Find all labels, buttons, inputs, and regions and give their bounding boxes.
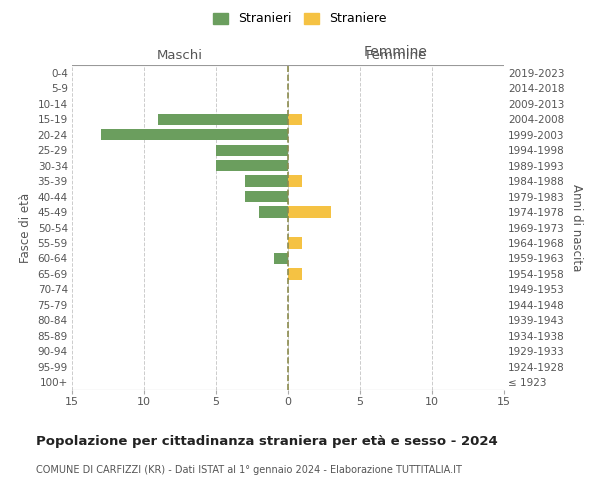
Bar (216, 144, 288, 156)
Bar (274, 253, 288, 264)
Text: Femmine: Femmine (365, 49, 427, 62)
Bar (245, 176, 288, 186)
Legend: Stranieri, Straniere: Stranieri, Straniere (209, 8, 391, 29)
Bar (288, 176, 302, 186)
Bar (288, 206, 331, 218)
Text: Popolazione per cittadinanza straniera per età e sesso - 2024: Popolazione per cittadinanza straniera p… (36, 435, 498, 448)
Text: Femmine: Femmine (364, 44, 428, 59)
Bar (158, 114, 288, 124)
Y-axis label: Anni di nascita: Anni di nascita (571, 184, 583, 271)
Bar (216, 160, 288, 171)
Bar (288, 114, 302, 124)
Bar (288, 268, 302, 280)
Bar (288, 238, 302, 248)
Y-axis label: Fasce di età: Fasce di età (19, 192, 32, 262)
Text: COMUNE DI CARFIZZI (KR) - Dati ISTAT al 1° gennaio 2024 - Elaborazione TUTTITALI: COMUNE DI CARFIZZI (KR) - Dati ISTAT al … (36, 465, 462, 475)
Bar (245, 191, 288, 202)
Bar (259, 206, 288, 218)
Text: Maschi: Maschi (157, 49, 203, 62)
Bar (101, 129, 288, 140)
